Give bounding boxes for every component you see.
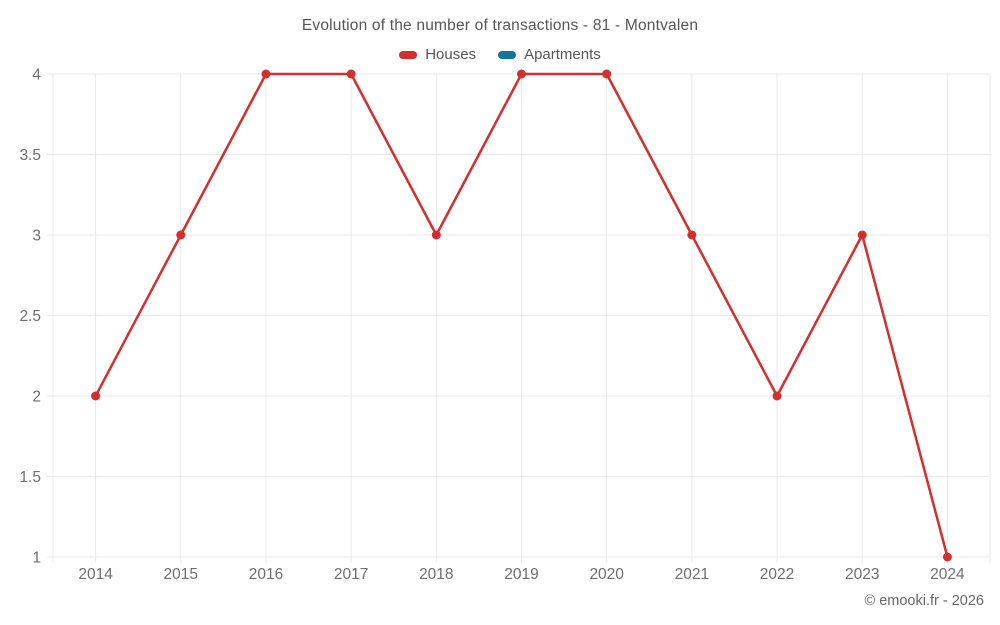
data-point-houses[interactable] bbox=[346, 69, 356, 79]
legend-label-apartments: Apartments bbox=[524, 46, 601, 63]
chart-legend: Houses Apartments bbox=[0, 46, 1000, 63]
y-tick-label: 2 bbox=[32, 389, 41, 406]
legend-item-apartments[interactable]: Apartments bbox=[498, 46, 601, 63]
y-tick-label: 1.5 bbox=[19, 469, 41, 486]
x-tick-label: 2019 bbox=[504, 566, 538, 583]
x-tick-label: 2023 bbox=[845, 566, 879, 583]
chart-title: Evolution of the number of transactions … bbox=[301, 17, 699, 34]
data-point-houses[interactable] bbox=[857, 230, 867, 240]
y-tick-label: 3.5 bbox=[19, 147, 41, 164]
data-point-houses[interactable] bbox=[687, 230, 697, 240]
x-tick-label: 2017 bbox=[334, 566, 368, 583]
legend-item-houses[interactable]: Houses bbox=[399, 46, 476, 63]
watermark: © emooki.fr - 2026 bbox=[864, 593, 984, 609]
y-tick-label: 1 bbox=[32, 550, 41, 567]
x-tick-label: 2024 bbox=[930, 566, 965, 583]
y-tick-label: 4 bbox=[32, 67, 41, 84]
apartments-swatch-icon bbox=[498, 50, 517, 59]
x-tick-label: 2022 bbox=[760, 566, 794, 583]
legend-label-houses: Houses bbox=[425, 46, 477, 63]
data-point-houses[interactable] bbox=[772, 391, 782, 401]
data-point-houses[interactable] bbox=[261, 69, 271, 79]
x-tick-label: 2015 bbox=[164, 566, 198, 583]
data-point-houses[interactable] bbox=[431, 230, 441, 240]
y-tick-label: 3 bbox=[32, 228, 41, 245]
data-point-houses[interactable] bbox=[517, 69, 526, 79]
x-tick-label: 2018 bbox=[419, 566, 453, 583]
data-point-houses[interactable] bbox=[91, 391, 101, 401]
houses-swatch-icon bbox=[399, 50, 418, 59]
data-point-houses[interactable] bbox=[176, 230, 186, 240]
x-tick-label: 2016 bbox=[249, 566, 283, 583]
data-point-houses[interactable] bbox=[602, 69, 612, 79]
x-tick-label: 2021 bbox=[675, 566, 709, 583]
y-tick-label: 2.5 bbox=[19, 308, 41, 325]
data-point-houses[interactable] bbox=[942, 552, 952, 562]
x-tick-label: 2020 bbox=[589, 566, 624, 583]
x-tick-label: 2014 bbox=[78, 566, 113, 583]
